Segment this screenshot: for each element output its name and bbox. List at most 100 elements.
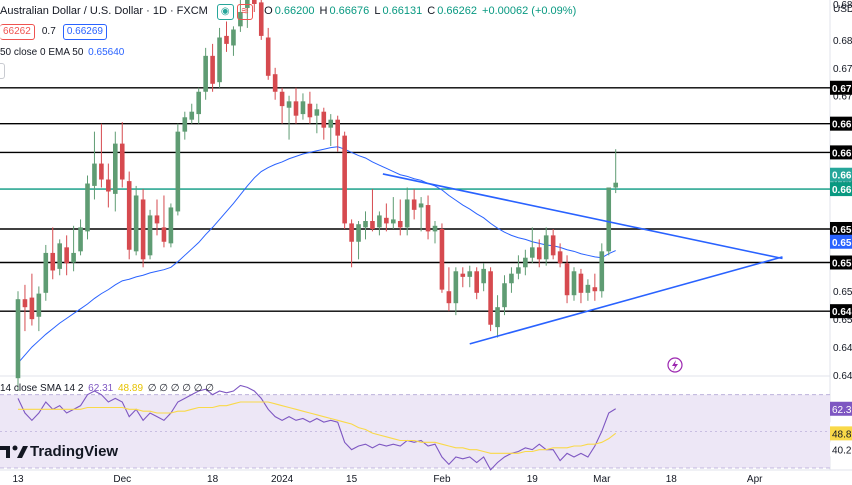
candle-body bbox=[349, 223, 354, 242]
candle-body bbox=[57, 243, 62, 269]
candle bbox=[154, 199, 160, 236]
candle bbox=[300, 93, 306, 120]
candle bbox=[606, 187, 612, 256]
x-tick-label: 2024 bbox=[271, 474, 294, 485]
candle-body bbox=[300, 101, 306, 115]
x-tick-label: Dec bbox=[113, 474, 131, 485]
wave-icon[interactable]: ≋ bbox=[236, 4, 254, 20]
price-axis-label: 0.68 bbox=[833, 36, 852, 47]
candle-body bbox=[550, 235, 556, 256]
candle bbox=[474, 267, 479, 300]
rsi-label: 14 close SMA 14 2 bbox=[0, 383, 84, 394]
price-tag-bg bbox=[830, 167, 852, 182]
candle-body bbox=[203, 55, 208, 92]
candle bbox=[50, 227, 56, 280]
candle bbox=[397, 199, 403, 236]
level-price-tag-bg bbox=[830, 221, 852, 236]
price-tag: 0.65 bbox=[832, 238, 852, 249]
candle-body bbox=[391, 219, 396, 224]
candle-body bbox=[50, 252, 56, 271]
candle bbox=[71, 225, 76, 272]
x-tick-label: 18 bbox=[666, 474, 678, 485]
candle bbox=[349, 219, 354, 268]
rsi-legend[interactable]: 14 close SMA 14 2 62.31 48.89 ∅ ∅ ∅ ∅ ∅ … bbox=[0, 383, 214, 394]
market-open-icon[interactable]: ◉ bbox=[216, 4, 234, 20]
candle-body bbox=[113, 143, 118, 194]
candle-body bbox=[245, 0, 250, 8]
candle-body bbox=[29, 297, 35, 320]
candle bbox=[516, 255, 521, 280]
rsi-axis-tag: 40.2 bbox=[832, 445, 852, 456]
bid-button[interactable]: 66262 bbox=[0, 24, 35, 40]
candle bbox=[126, 171, 132, 260]
candle-body bbox=[272, 74, 278, 92]
candle-body bbox=[92, 163, 97, 186]
candle-body bbox=[432, 225, 438, 232]
level-price-tag-bg bbox=[830, 145, 852, 160]
candle-body bbox=[439, 228, 445, 290]
candle bbox=[530, 227, 535, 264]
candle bbox=[314, 103, 320, 134]
candle-body bbox=[140, 199, 146, 260]
candle-body bbox=[488, 271, 493, 325]
symbol-title[interactable]: Australian Dollar / U.S. Dollar · 1D · F… bbox=[0, 5, 208, 17]
candle-body bbox=[342, 135, 347, 224]
price-tag-bg bbox=[830, 234, 852, 249]
candle-body bbox=[523, 257, 528, 268]
candle bbox=[279, 87, 285, 124]
candle bbox=[182, 111, 188, 140]
level-price-tag: 0.65 bbox=[832, 259, 852, 270]
price-axis-label: 0.65 bbox=[833, 315, 852, 326]
candle bbox=[196, 87, 201, 124]
candle-body bbox=[460, 273, 466, 277]
level-price-tag: 0.67 bbox=[832, 84, 852, 95]
ohlc-values: O 0.66200 H 0.66676 L 0.66131 C 0.66262 +0.0… bbox=[264, 5, 577, 17]
x-tick-label: 15 bbox=[346, 474, 358, 485]
candle bbox=[328, 114, 334, 147]
candle-body bbox=[15, 299, 21, 379]
candle-body bbox=[36, 293, 42, 317]
ema-label: 50 close 0 EMA 50 bbox=[0, 47, 84, 58]
candle-body bbox=[217, 37, 222, 83]
rsi-ma-line bbox=[18, 401, 617, 454]
candle-body bbox=[133, 195, 139, 252]
candle-body bbox=[314, 109, 320, 116]
candle bbox=[509, 267, 514, 293]
ema-legend[interactable]: 50 close 0 EMA 50 0.65640 bbox=[0, 47, 124, 58]
tradingview-logo[interactable]: TradingView bbox=[0, 440, 118, 462]
x-tick-label: Feb bbox=[433, 474, 451, 485]
candle bbox=[384, 203, 389, 232]
candle bbox=[453, 267, 459, 316]
price-axis-label: 0.64 bbox=[833, 343, 852, 354]
candle-body bbox=[384, 217, 389, 224]
rsi-line bbox=[17, 384, 616, 471]
candle-body bbox=[467, 271, 473, 277]
candle-body bbox=[356, 224, 361, 242]
candle-body bbox=[536, 247, 542, 260]
candle-body bbox=[571, 271, 577, 296]
candle-body bbox=[578, 273, 584, 293]
level-price-tag: 0.66 bbox=[832, 148, 852, 159]
candle-body bbox=[474, 271, 479, 293]
candle bbox=[564, 255, 570, 304]
rsi-value: 62.31 bbox=[88, 383, 114, 394]
candle-body bbox=[453, 271, 459, 304]
candle bbox=[286, 95, 292, 140]
candle-body bbox=[161, 227, 167, 242]
candle bbox=[189, 103, 195, 124]
candle bbox=[557, 243, 563, 268]
collapse-legend-button[interactable] bbox=[0, 63, 5, 79]
candle-body bbox=[557, 251, 563, 264]
ask-button[interactable]: 0.66269 bbox=[62, 24, 107, 40]
candle bbox=[147, 209, 153, 260]
candle bbox=[335, 115, 340, 152]
candle-body bbox=[418, 203, 424, 208]
candle bbox=[467, 265, 473, 288]
candle-body bbox=[286, 101, 292, 108]
candle bbox=[523, 249, 528, 276]
candle bbox=[29, 273, 35, 326]
rsi-extra: ∅ ∅ ∅ ∅ ∅ ∅ bbox=[147, 383, 214, 394]
x-tick-label: Mar bbox=[593, 474, 611, 485]
rsi-sma-value: 48.89 bbox=[117, 383, 144, 394]
